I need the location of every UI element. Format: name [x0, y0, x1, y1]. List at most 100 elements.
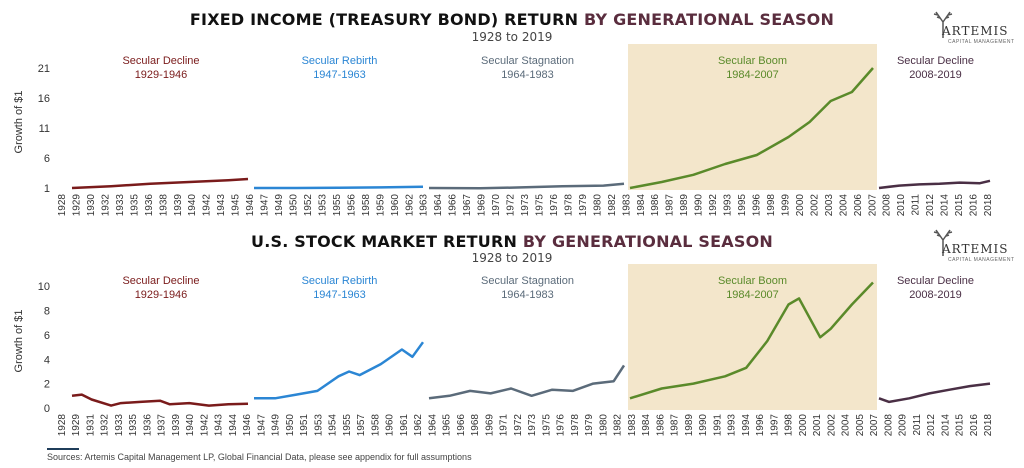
- x-tick-label: 1933: [115, 194, 126, 217]
- x-tick-label: 1952: [303, 194, 314, 217]
- x-tick-label: 1972: [506, 194, 517, 217]
- x-tick-label: 1984: [636, 194, 647, 217]
- x-tick-label: 1990: [694, 194, 705, 217]
- series-line: [878, 382, 991, 404]
- x-tick-label: 1967: [462, 194, 473, 217]
- x-tick-label: 1969: [484, 414, 495, 437]
- x-tick-label: 1957: [356, 414, 367, 437]
- series-line: [428, 364, 626, 400]
- x-tick-label: 1978: [563, 194, 574, 217]
- x-tick-label: 1936: [142, 414, 153, 437]
- chart2-title-accent: BY GENERATIONAL SEASON: [522, 232, 773, 251]
- series-line: [71, 393, 249, 407]
- era-years-label: 1929-1946: [135, 289, 188, 301]
- chart1-logo-text: ARTEMIS: [942, 24, 1009, 38]
- x-tick-label: 2011: [912, 414, 923, 436]
- x-tick-label: 1960: [390, 194, 401, 217]
- x-tick-label: 1961: [399, 414, 410, 437]
- chart1-logo-sub: CAPITAL MANAGEMENT: [948, 39, 1015, 45]
- x-tick-label: 2016: [969, 194, 980, 217]
- x-tick-label: 2014: [940, 414, 951, 437]
- x-tick-label: 1940: [187, 194, 198, 217]
- chart2-logo: ARTEMIS CAPITAL MANAGEMENT: [918, 226, 1014, 268]
- x-tick-label: 1992: [708, 194, 719, 217]
- era-name-label: Secular Decline: [122, 55, 199, 67]
- x-tick-label: 2011: [911, 194, 922, 216]
- x-tick-label: 1982: [613, 414, 624, 437]
- chart2-logo-text: ARTEMIS: [942, 242, 1009, 256]
- y-axis-label: Growth of $1: [13, 310, 25, 373]
- era-name-label: Secular Rebirth: [302, 55, 378, 67]
- era-years-label: 2008-2019: [909, 289, 962, 301]
- era-years-label: 1964-1983: [501, 69, 554, 81]
- antler-icon: [933, 229, 953, 256]
- x-tick-label: 1958: [370, 414, 381, 437]
- x-tick-label: 2000: [795, 194, 806, 217]
- x-tick-label: 1968: [470, 414, 481, 437]
- series-line: [71, 177, 249, 190]
- x-tick-label: 1976: [549, 194, 560, 217]
- y-tick-label: 10: [38, 281, 50, 293]
- x-tick-label: 1965: [442, 414, 453, 437]
- x-tick-label: 1987: [665, 194, 676, 217]
- x-tick-label: 1947: [260, 194, 271, 217]
- x-tick-label: 1936: [144, 194, 155, 217]
- x-tick-label: 2002: [809, 194, 820, 217]
- x-tick-label: 1949: [274, 194, 285, 217]
- chart1-title-main: FIXED INCOME (TREASURY BOND) RETURN: [189, 10, 579, 29]
- x-tick-label: 1956: [346, 194, 357, 217]
- x-tick-label: 2002: [826, 414, 837, 437]
- era-name-label: Secular Boom: [718, 275, 787, 287]
- x-tick-label: 1950: [289, 194, 300, 217]
- y-tick-label: 0: [44, 403, 50, 415]
- series-line: [878, 179, 991, 190]
- x-tick-label: 1942: [199, 414, 210, 437]
- x-tick-label: 2012: [925, 194, 936, 217]
- x-tick-label: 1996: [755, 414, 766, 437]
- chart1-title: FIXED INCOME (TREASURY BOND) RETURN BY G…: [0, 10, 1024, 29]
- x-tick-label: 1982: [607, 194, 618, 217]
- x-tick-label: 1950: [285, 414, 296, 437]
- x-tick-label: 2006: [853, 194, 864, 217]
- y-tick-label: 21: [38, 63, 50, 75]
- y-tick-label: 16: [38, 93, 50, 105]
- x-tick-label: 1973: [520, 194, 531, 217]
- x-tick-label: 1999: [780, 194, 791, 217]
- chart2-title-main: U.S. STOCK MARKET RETURN: [251, 232, 518, 251]
- x-tick-label: 1951: [299, 414, 310, 437]
- x-tick-label: 1930: [86, 194, 97, 217]
- era-name-label: Secular Stagnation: [481, 275, 574, 287]
- y-tick-label: 6: [44, 153, 50, 165]
- secular-boom-shade: [628, 264, 877, 410]
- y-tick-label: 6: [44, 330, 50, 342]
- x-tick-label: 1929: [71, 414, 82, 437]
- x-tick-label: 1993: [723, 194, 734, 217]
- x-tick-label: 1979: [578, 194, 589, 217]
- x-tick-label: 1984: [641, 414, 652, 437]
- x-tick-label: 1975: [541, 414, 552, 437]
- x-tick-label: 2008: [883, 414, 894, 437]
- x-tick-label: 2015: [955, 414, 966, 437]
- x-tick-label: 1972: [513, 414, 524, 437]
- chart2-logo-sub: CAPITAL MANAGEMENT: [948, 257, 1015, 263]
- x-tick-label: 1938: [158, 194, 169, 217]
- sources-rule: [47, 448, 79, 450]
- x-tick-label: 1971: [499, 414, 510, 437]
- series-line: [629, 67, 874, 190]
- chart2-subtitle: 1928 to 2019: [471, 251, 553, 265]
- y-tick-label: 4: [44, 354, 50, 366]
- era-name-label: Secular Rebirth: [302, 275, 378, 287]
- x-tick-label: 1928: [57, 414, 68, 437]
- x-tick-label: 1947: [256, 414, 267, 437]
- x-tick-label: 1954: [328, 414, 339, 437]
- x-tick-label: 1973: [527, 414, 538, 437]
- x-tick-label: 1932: [100, 414, 111, 437]
- x-tick-label: 2014: [940, 194, 951, 217]
- x-tick-label: 1945: [231, 194, 242, 217]
- x-tick-label: 1989: [684, 414, 695, 437]
- x-tick-label: 2007: [869, 414, 880, 437]
- y-tick-label: 11: [39, 123, 50, 135]
- x-tick-label: 2005: [855, 414, 866, 437]
- x-tick-label: 2004: [841, 414, 852, 437]
- x-tick-label: 1987: [670, 414, 681, 437]
